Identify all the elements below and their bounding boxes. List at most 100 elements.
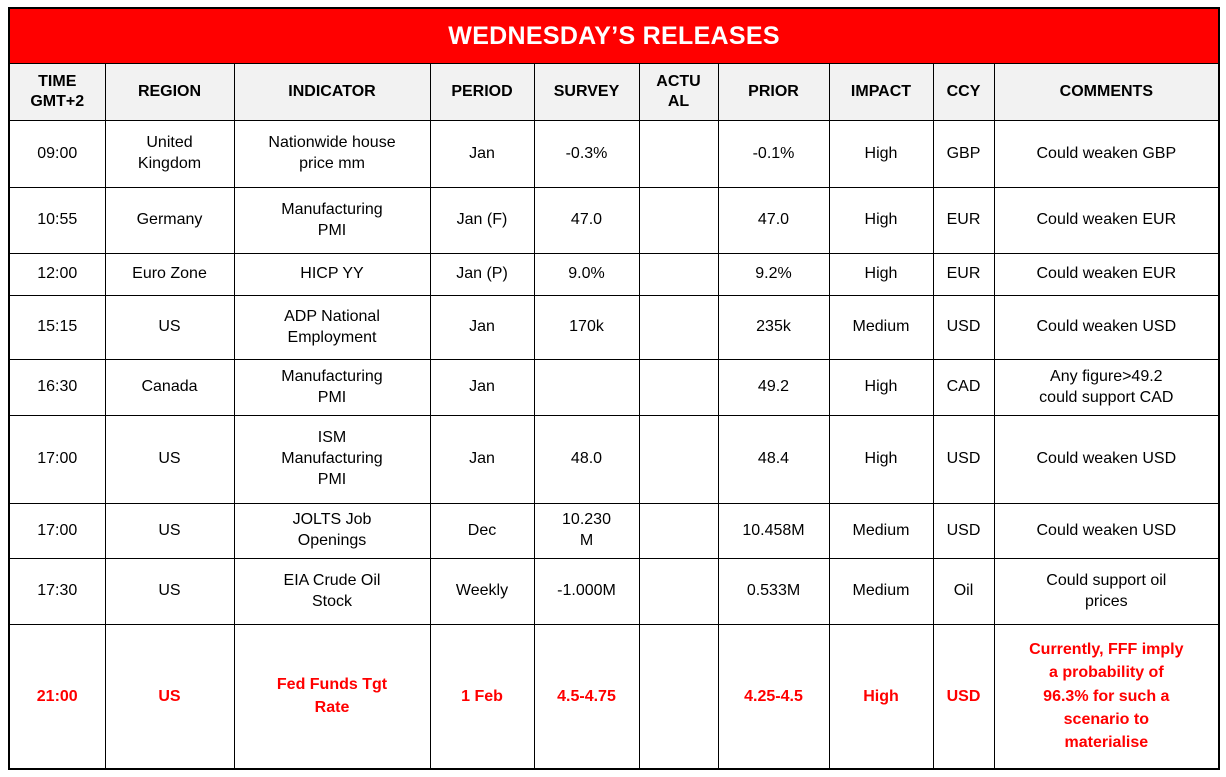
- table-row: 17:00 US JOLTS Job Openings Dec 10.230 M…: [8, 503, 1220, 559]
- cell-impact: High: [828, 187, 934, 254]
- cell-ccy: USD: [932, 295, 995, 360]
- cell-time: 21:00: [8, 624, 106, 769]
- cell-comments: Currently, FFF imply a probability of 96…: [993, 624, 1220, 769]
- cell-time: 12:00: [8, 253, 106, 296]
- cell-survey: 10.230 M: [533, 503, 640, 559]
- cell-impact: Medium: [828, 295, 934, 360]
- cell-prior: 9.2%: [717, 253, 830, 296]
- cell-comments: Could weaken EUR: [993, 187, 1220, 254]
- table-header-row: TIME GMT+2 REGION INDICATOR PERIOD SURVE…: [8, 63, 1220, 121]
- cell-region: United Kingdom: [104, 120, 235, 188]
- cell-time: 17:30: [8, 558, 106, 625]
- table-row: 10:55 Germany Manufacturing PMI Jan (F) …: [8, 187, 1220, 254]
- cell-period: Jan: [429, 295, 535, 360]
- cell-ccy: EUR: [932, 187, 995, 254]
- cell-time: 09:00: [8, 120, 106, 188]
- cell-ccy: USD: [932, 624, 995, 769]
- cell-period: Jan (P): [429, 253, 535, 296]
- cell-impact: High: [828, 415, 934, 504]
- cell-prior: 235k: [717, 295, 830, 360]
- cell-time: 10:55: [8, 187, 106, 254]
- cell-actual: [638, 120, 719, 188]
- cell-survey: [533, 359, 640, 416]
- cell-survey: 4.5-4.75: [533, 624, 640, 769]
- table-row: 15:15 US ADP National Employment Jan 170…: [8, 295, 1220, 360]
- cell-region: US: [104, 558, 235, 625]
- col-header-time: TIME GMT+2: [8, 63, 106, 121]
- cell-impact: High: [828, 253, 934, 296]
- cell-period: Jan: [429, 415, 535, 504]
- cell-time: 16:30: [8, 359, 106, 416]
- col-header-ccy: CCY: [932, 63, 995, 121]
- cell-prior: 10.458M: [717, 503, 830, 559]
- cell-survey: -1.000M: [533, 558, 640, 625]
- cell-actual: [638, 187, 719, 254]
- cell-indicator: Manufacturing PMI: [233, 359, 431, 416]
- col-header-prior: PRIOR: [717, 63, 830, 121]
- cell-prior: 0.533M: [717, 558, 830, 625]
- col-header-region: REGION: [104, 63, 235, 121]
- cell-prior: -0.1%: [717, 120, 830, 188]
- col-header-comments: COMMENTS: [993, 63, 1220, 121]
- cell-actual: [638, 415, 719, 504]
- cell-comments: Could weaken USD: [993, 415, 1220, 504]
- cell-indicator: ISM Manufacturing PMI: [233, 415, 431, 504]
- cell-indicator: JOLTS Job Openings: [233, 503, 431, 559]
- cell-survey: 170k: [533, 295, 640, 360]
- table-row: 16:30 Canada Manufacturing PMI Jan 49.2 …: [8, 359, 1220, 416]
- cell-region: US: [104, 295, 235, 360]
- cell-prior: 4.25-4.5: [717, 624, 830, 769]
- cell-region: Euro Zone: [104, 253, 235, 296]
- cell-region: US: [104, 503, 235, 559]
- table-row: 17:00 US ISM Manufacturing PMI Jan 48.0 …: [8, 415, 1220, 504]
- cell-indicator: Fed Funds Tgt Rate: [233, 624, 431, 769]
- cell-ccy: GBP: [932, 120, 995, 188]
- cell-comments: Any figure>49.2 could support CAD: [993, 359, 1220, 416]
- cell-ccy: USD: [932, 415, 995, 504]
- cell-comments: Could support oil prices: [993, 558, 1220, 625]
- cell-region: Canada: [104, 359, 235, 416]
- cell-impact: High: [828, 359, 934, 416]
- cell-survey: 48.0: [533, 415, 640, 504]
- cell-ccy: CAD: [932, 359, 995, 416]
- cell-region: Germany: [104, 187, 235, 254]
- cell-ccy: USD: [932, 503, 995, 559]
- table-row: 12:00 Euro Zone HICP YY Jan (P) 9.0% 9.2…: [8, 253, 1220, 296]
- table-row: 17:30 US EIA Crude Oil Stock Weekly -1.0…: [8, 558, 1220, 625]
- cell-actual: [638, 295, 719, 360]
- cell-period: 1 Feb: [429, 624, 535, 769]
- cell-actual: [638, 359, 719, 416]
- cell-period: Weekly: [429, 558, 535, 625]
- cell-comments: Could weaken USD: [993, 295, 1220, 360]
- table-row-highlighted: 21:00 US Fed Funds Tgt Rate 1 Feb 4.5-4.…: [8, 624, 1220, 769]
- cell-region: US: [104, 415, 235, 504]
- cell-indicator: HICP YY: [233, 253, 431, 296]
- cell-period: Jan: [429, 120, 535, 188]
- cell-indicator: Manufacturing PMI: [233, 187, 431, 254]
- cell-ccy: EUR: [932, 253, 995, 296]
- cell-comments: Could weaken GBP: [993, 120, 1220, 188]
- cell-indicator: Nationwide house price mm: [233, 120, 431, 188]
- col-header-period: PERIOD: [429, 63, 535, 121]
- cell-impact: High: [828, 120, 934, 188]
- cell-region: US: [104, 624, 235, 769]
- cell-ccy: Oil: [932, 558, 995, 625]
- table-row: 09:00 United Kingdom Nationwide house pr…: [8, 120, 1220, 188]
- cell-actual: [638, 253, 719, 296]
- cell-period: Jan: [429, 359, 535, 416]
- cell-actual: [638, 558, 719, 625]
- col-header-survey: SURVEY: [533, 63, 640, 121]
- cell-indicator: ADP National Employment: [233, 295, 431, 360]
- cell-prior: 48.4: [717, 415, 830, 504]
- page-title: WEDNESDAY’S RELEASES: [8, 7, 1220, 64]
- col-header-impact: IMPACT: [828, 63, 934, 121]
- col-header-indicator: INDICATOR: [233, 63, 431, 121]
- cell-prior: 49.2: [717, 359, 830, 416]
- cell-actual: [638, 503, 719, 559]
- cell-prior: 47.0: [717, 187, 830, 254]
- col-header-actual: ACTU AL: [638, 63, 719, 121]
- cell-comments: Could weaken EUR: [993, 253, 1220, 296]
- cell-time: 17:00: [8, 503, 106, 559]
- cell-time: 15:15: [8, 295, 106, 360]
